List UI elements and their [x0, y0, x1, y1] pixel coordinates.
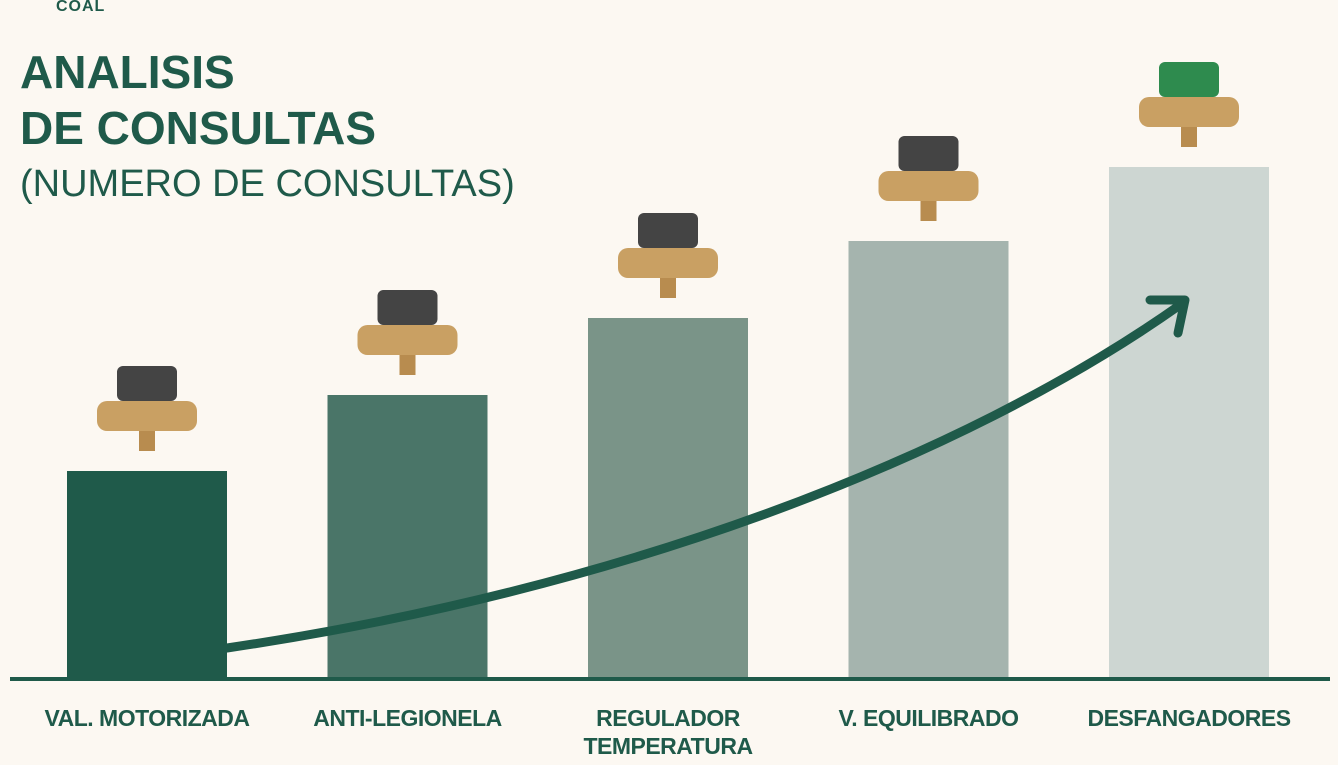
product-top: [378, 290, 438, 325]
product-stem: [660, 278, 676, 298]
product-body: [879, 171, 979, 201]
product-top: [117, 366, 177, 401]
subtitle: (NUMERO DE CONSULTAS): [20, 160, 515, 208]
product-stem: [921, 201, 937, 221]
title-line: ANALISIS: [20, 44, 235, 100]
product-stem: [400, 355, 416, 375]
title-line: DE CONSULTAS: [20, 100, 376, 156]
page: COAL ANALISIS DE CONSULTAS (NUMERO DE CO…: [0, 0, 1338, 765]
bar: [588, 318, 748, 677]
product-body: [358, 325, 458, 355]
product-stem: [1181, 127, 1197, 147]
bar: [328, 395, 488, 677]
product-stem: [139, 431, 155, 451]
bar: [67, 471, 227, 677]
bar: [1109, 167, 1269, 677]
product-body: [1139, 97, 1239, 127]
category-label: REGULADOR TEMPERATURA: [583, 704, 753, 760]
category-label: V. EQUILIBRADO: [814, 704, 1044, 732]
product-top: [899, 136, 959, 171]
category-label: DESFANGADORES: [1074, 704, 1304, 732]
category-label: VAL. MOTORIZADA: [32, 704, 262, 732]
product-top: [1159, 62, 1219, 97]
product-top: [638, 213, 698, 248]
product-body: [618, 248, 718, 278]
product-body: [97, 401, 197, 431]
logo: COAL: [56, 0, 105, 16]
bar: [849, 241, 1009, 677]
category-label: ANTI-LEGIONELA: [293, 704, 523, 732]
